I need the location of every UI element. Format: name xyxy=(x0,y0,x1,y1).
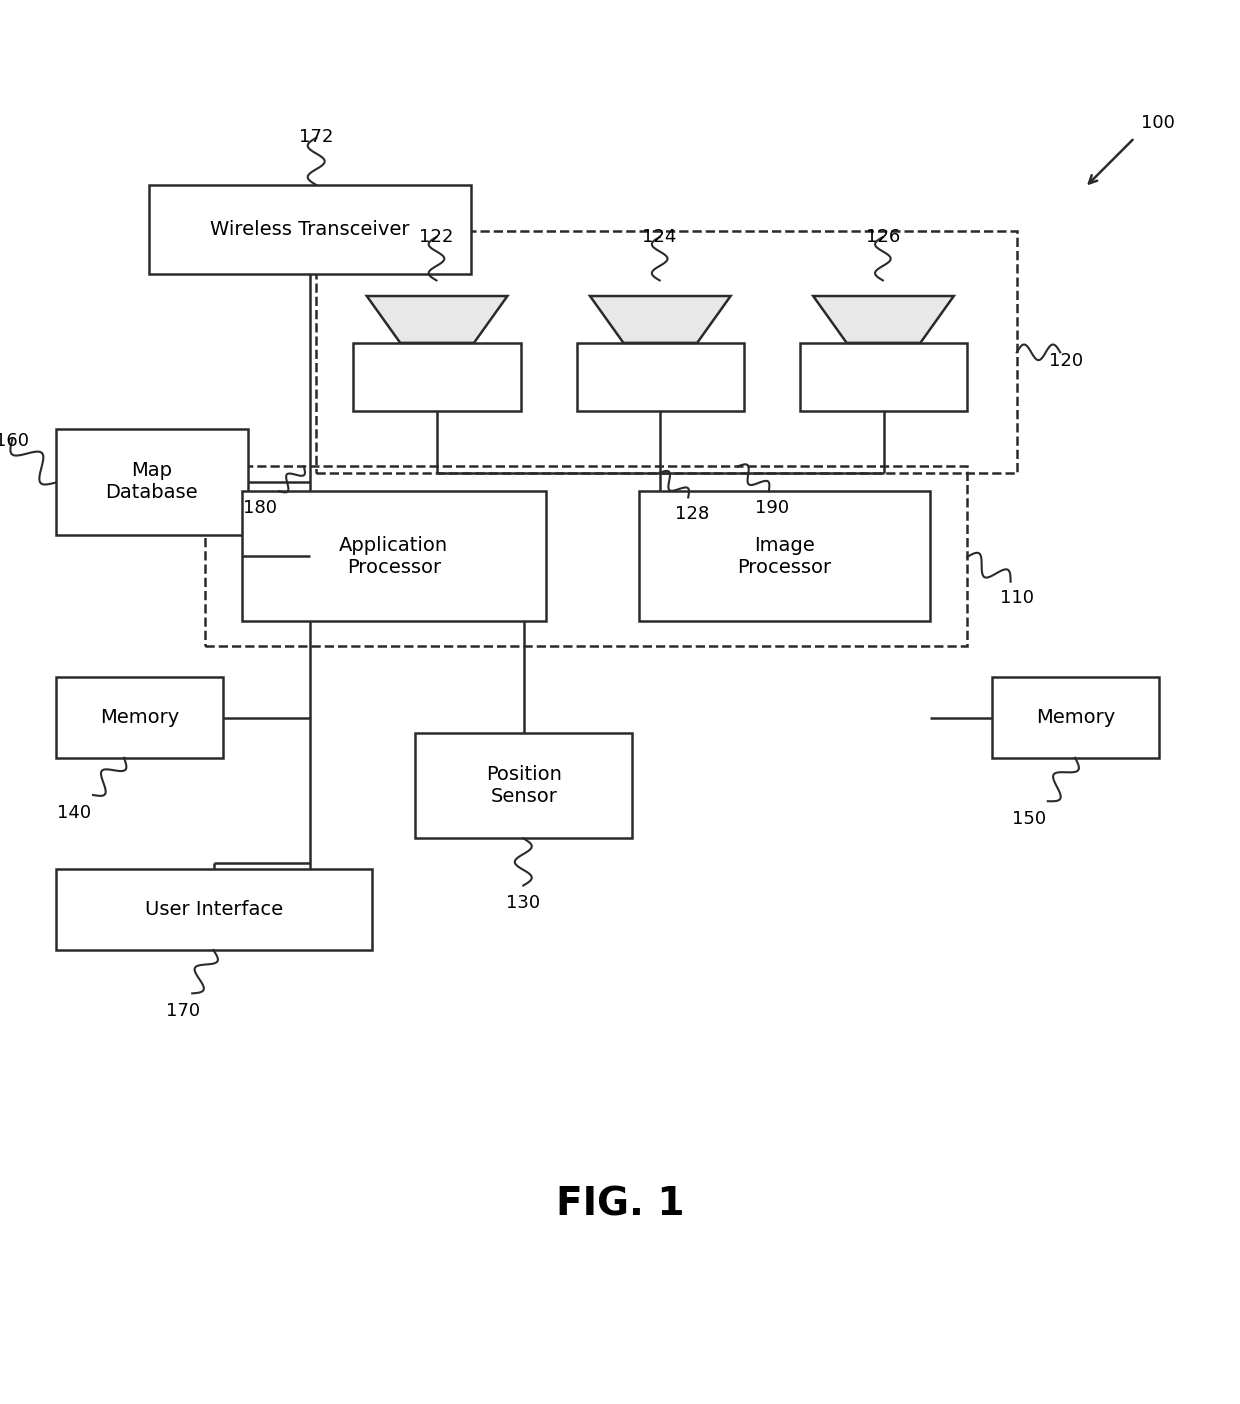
Text: 130: 130 xyxy=(506,894,541,913)
Text: Position
Sensor: Position Sensor xyxy=(486,765,562,806)
Polygon shape xyxy=(813,296,954,343)
Text: 172: 172 xyxy=(299,128,334,146)
FancyBboxPatch shape xyxy=(56,430,248,535)
FancyBboxPatch shape xyxy=(639,491,930,622)
FancyBboxPatch shape xyxy=(800,343,967,410)
Text: Image
Processor: Image Processor xyxy=(738,536,831,577)
Text: FIG. 1: FIG. 1 xyxy=(556,1185,684,1223)
Text: 100: 100 xyxy=(1141,114,1174,132)
Text: Memory: Memory xyxy=(1037,708,1115,727)
Text: User Interface: User Interface xyxy=(145,900,283,920)
Text: 160: 160 xyxy=(0,431,30,449)
Text: 190: 190 xyxy=(755,498,790,517)
Text: 170: 170 xyxy=(166,1002,201,1021)
FancyBboxPatch shape xyxy=(353,343,521,410)
FancyBboxPatch shape xyxy=(415,733,632,838)
Text: 124: 124 xyxy=(642,229,677,246)
Polygon shape xyxy=(590,296,730,343)
FancyBboxPatch shape xyxy=(56,869,372,951)
FancyBboxPatch shape xyxy=(242,491,546,622)
Text: 110: 110 xyxy=(999,590,1034,607)
Text: 140: 140 xyxy=(57,803,92,821)
Text: 150: 150 xyxy=(1012,810,1047,828)
Text: 122: 122 xyxy=(419,229,454,246)
Text: 126: 126 xyxy=(866,229,900,246)
FancyBboxPatch shape xyxy=(56,677,223,758)
Text: Map
Database: Map Database xyxy=(105,462,198,503)
FancyBboxPatch shape xyxy=(992,677,1159,758)
FancyBboxPatch shape xyxy=(149,185,471,274)
Text: 128: 128 xyxy=(675,505,709,522)
Text: Wireless Transceiver: Wireless Transceiver xyxy=(211,220,409,239)
Text: 120: 120 xyxy=(1049,352,1084,371)
Text: Application
Processor: Application Processor xyxy=(339,536,449,577)
Polygon shape xyxy=(367,296,507,343)
Text: 180: 180 xyxy=(243,498,278,517)
FancyBboxPatch shape xyxy=(577,343,744,410)
Text: Memory: Memory xyxy=(100,708,179,727)
